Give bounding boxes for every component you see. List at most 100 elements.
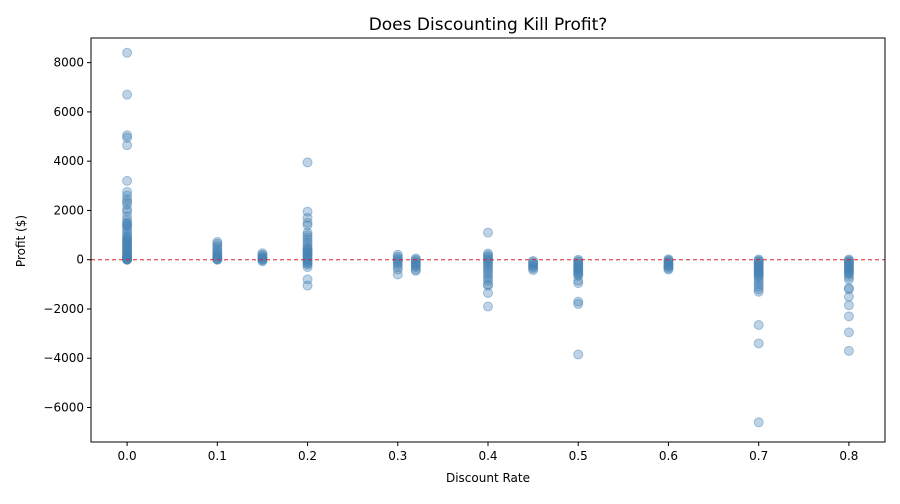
data-point (753, 267, 764, 278)
data-point (843, 268, 854, 279)
data-point (410, 255, 421, 266)
x-tick-label: 0.5 (569, 449, 588, 463)
data-point (302, 217, 313, 228)
data-point (302, 242, 313, 253)
data-point (410, 258, 421, 269)
data-point (573, 260, 584, 271)
data-point (843, 311, 854, 322)
data-point (122, 232, 133, 243)
data-point (257, 256, 268, 267)
data-point (302, 237, 313, 248)
x-tick-label: 0.7 (749, 449, 768, 463)
data-point (753, 270, 764, 281)
points-layer (122, 47, 854, 428)
data-point (302, 157, 313, 168)
data-point (302, 262, 313, 273)
data-point (843, 264, 854, 275)
x-tick-label: 0.3 (388, 449, 407, 463)
data-point (212, 246, 223, 257)
data-point (302, 259, 313, 270)
data-point (573, 278, 584, 289)
data-point (410, 260, 421, 271)
data-point (302, 235, 313, 245)
data-point (483, 280, 493, 291)
data-point (663, 258, 674, 269)
data-point (528, 258, 539, 269)
y-tick-label: 6000 (53, 105, 84, 119)
data-point (573, 255, 584, 266)
data-point (122, 253, 133, 264)
data-point (843, 345, 854, 356)
data-point (212, 242, 223, 253)
data-point (483, 259, 493, 270)
data-point (302, 246, 313, 257)
data-point (410, 262, 421, 273)
data-point (122, 215, 133, 226)
data-point (122, 217, 133, 228)
data-point (528, 262, 539, 273)
data-point (843, 258, 854, 269)
data-point (122, 132, 133, 143)
data-point (302, 255, 313, 266)
data-point (483, 268, 493, 279)
data-point (753, 276, 764, 287)
data-point (122, 47, 133, 58)
data-point (122, 140, 133, 151)
data-point (302, 280, 313, 291)
data-point (573, 349, 584, 360)
data-point (392, 257, 403, 268)
data-point (212, 244, 223, 255)
data-point (843, 269, 854, 280)
data-point (663, 264, 674, 275)
data-point (573, 270, 584, 281)
y-axis-label: Profit ($) (14, 215, 28, 267)
data-point (483, 275, 493, 286)
data-point (302, 251, 313, 262)
data-point (257, 252, 268, 263)
data-point (257, 251, 268, 262)
data-point (302, 249, 313, 260)
data-point (122, 196, 133, 207)
data-point (122, 218, 133, 229)
data-point (573, 267, 584, 278)
data-point (122, 231, 133, 242)
plot-frame (90, 37, 886, 443)
data-point (753, 319, 764, 330)
data-point (573, 299, 584, 310)
data-point (122, 236, 133, 247)
data-point (753, 417, 764, 428)
data-point (302, 258, 313, 269)
data-point (753, 258, 764, 269)
data-point (392, 249, 403, 260)
data-point (122, 251, 133, 262)
data-point (843, 283, 854, 294)
data-point (302, 220, 313, 231)
data-point (122, 241, 133, 252)
data-point (410, 265, 421, 276)
data-point (483, 301, 493, 312)
data-point (753, 260, 764, 271)
data-point (483, 227, 493, 238)
data-point (663, 262, 674, 273)
data-point (843, 265, 854, 276)
data-point (122, 247, 133, 258)
y-tick-label: −2000 (43, 302, 84, 316)
data-point (573, 258, 584, 269)
data-point (663, 260, 674, 271)
data-point (483, 270, 493, 281)
data-point (212, 248, 223, 259)
data-point (753, 269, 764, 280)
data-point (122, 243, 133, 254)
data-point (122, 186, 133, 197)
data-point (753, 271, 764, 282)
data-point (410, 253, 421, 264)
x-tick-label: 0.1 (208, 449, 227, 463)
x-tick-label: 0.8 (839, 449, 858, 463)
data-point (392, 269, 403, 280)
data-point (392, 259, 403, 270)
data-point (122, 238, 133, 249)
data-point (392, 256, 403, 267)
data-point (663, 261, 674, 272)
x-tick-label: 0.4 (478, 449, 497, 463)
